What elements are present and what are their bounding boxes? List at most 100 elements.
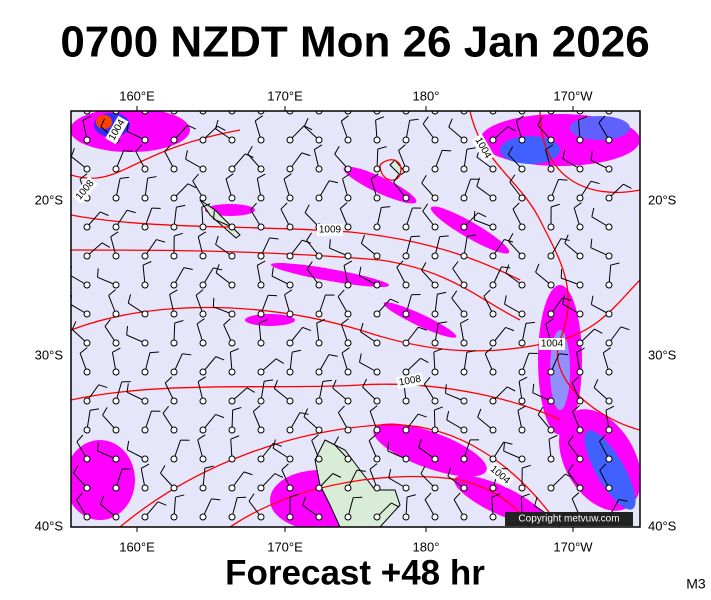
barb-flag — [460, 318, 469, 324]
station — [576, 484, 584, 492]
station — [547, 310, 555, 318]
barb-flag — [337, 289, 345, 297]
station — [402, 223, 410, 231]
rain-area — [245, 314, 295, 326]
barb-flag — [126, 383, 129, 393]
station — [286, 426, 294, 434]
barb-flag — [505, 264, 510, 274]
station — [199, 136, 207, 144]
station — [228, 252, 236, 260]
barb-flag — [322, 379, 332, 382]
station — [373, 223, 381, 231]
barb-flag — [421, 262, 427, 271]
barb-flag — [110, 231, 119, 238]
barb-flag — [446, 411, 450, 421]
station — [199, 223, 207, 231]
barb-flag — [126, 209, 136, 214]
station — [576, 281, 584, 289]
station — [83, 281, 91, 289]
barb-flag — [420, 357, 429, 364]
isobar-value: 1004 — [541, 339, 564, 350]
barb-flag — [79, 173, 88, 180]
barb-flag — [162, 405, 170, 414]
station — [170, 426, 178, 434]
barb-staff — [259, 111, 261, 112]
station — [170, 484, 178, 492]
station — [460, 194, 468, 202]
lat-label: 40°S — [648, 518, 677, 533]
station — [344, 426, 352, 434]
barb-flag — [292, 349, 302, 353]
station — [344, 281, 352, 289]
station — [170, 368, 178, 376]
barb-flag — [334, 146, 340, 155]
station — [547, 368, 555, 376]
barb-flag — [299, 412, 309, 415]
barb-flag — [501, 266, 511, 269]
station — [373, 165, 381, 173]
station — [286, 455, 294, 463]
isobar-label-bg — [72, 176, 98, 204]
station — [286, 165, 294, 173]
isobar-label: 1004 — [539, 338, 565, 350]
barb-flag — [257, 173, 266, 179]
barb-flag — [253, 405, 261, 412]
barb-flag — [164, 376, 173, 384]
station — [199, 165, 207, 173]
barb-flag — [271, 267, 274, 277]
station — [199, 310, 207, 318]
station — [170, 310, 178, 318]
station — [228, 397, 236, 405]
barb-flag — [283, 173, 292, 180]
station — [373, 513, 381, 521]
station — [170, 223, 178, 231]
barb-staff — [521, 111, 522, 112]
station — [141, 252, 149, 260]
barb-flag — [369, 463, 378, 470]
station — [257, 223, 265, 231]
barb-flag — [230, 435, 240, 440]
barb-flag — [504, 295, 507, 305]
barb-staff — [231, 111, 232, 112]
station — [199, 513, 207, 521]
barb-flag — [284, 289, 293, 296]
barb-flag — [97, 268, 99, 278]
station — [141, 165, 149, 173]
station — [547, 281, 555, 289]
station — [518, 455, 526, 463]
station — [228, 484, 236, 492]
barb-flag — [311, 434, 319, 441]
barb-flag — [244, 92, 246, 101]
barb-flag — [82, 115, 92, 121]
station — [228, 513, 236, 521]
barb-flag — [302, 496, 307, 506]
station — [605, 426, 613, 434]
barb-flag — [215, 264, 220, 273]
station — [518, 165, 526, 173]
station — [547, 165, 555, 173]
isobar-value: 1009 — [319, 225, 342, 236]
barb-flag — [157, 501, 167, 506]
station — [373, 484, 381, 492]
station — [605, 136, 613, 144]
station — [460, 455, 468, 463]
barb-flag — [341, 318, 349, 325]
station — [489, 426, 497, 434]
barb-flag — [445, 384, 447, 394]
station — [373, 455, 381, 463]
barb-flag — [341, 347, 350, 354]
barb-flag — [301, 152, 311, 157]
station — [605, 194, 613, 202]
barb-flag — [362, 378, 368, 388]
station — [431, 339, 439, 347]
station — [112, 281, 120, 289]
station — [257, 194, 265, 202]
station — [83, 310, 91, 318]
station — [83, 223, 91, 231]
barb-flag — [126, 326, 129, 336]
station — [315, 194, 323, 202]
barb-staff — [173, 111, 174, 112]
station — [402, 165, 410, 173]
model: M3 — [686, 576, 706, 592]
station — [431, 397, 439, 405]
